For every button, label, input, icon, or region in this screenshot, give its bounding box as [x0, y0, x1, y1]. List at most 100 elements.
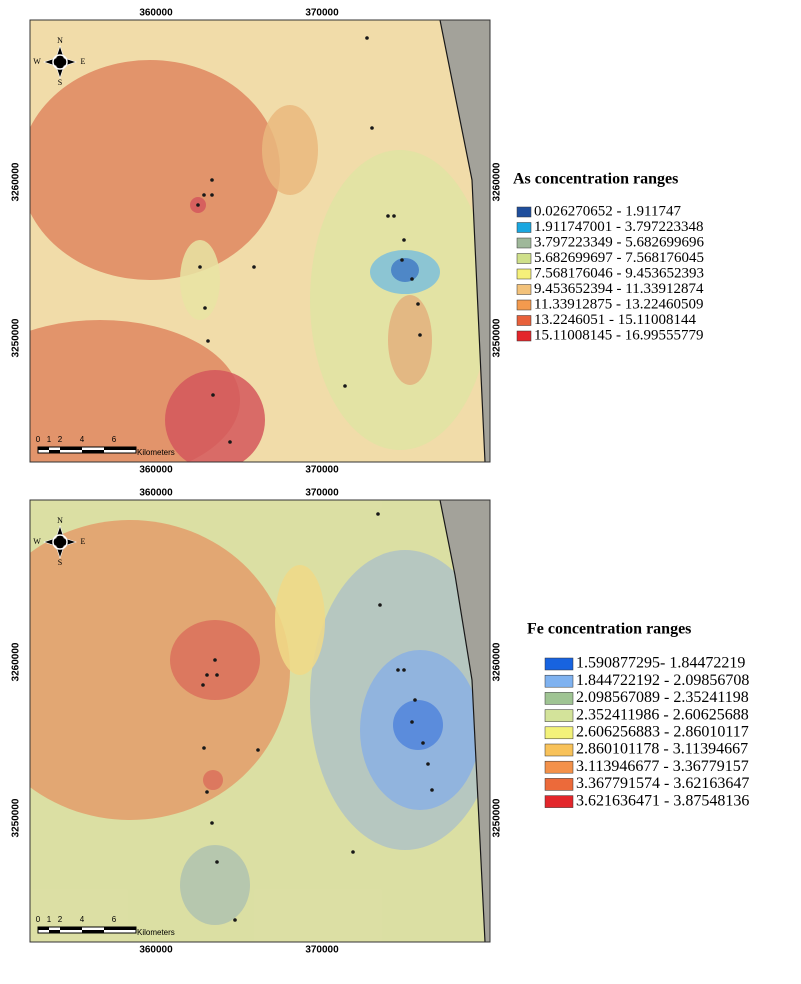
- legend-swatch: [517, 316, 531, 326]
- x-coordinate-label: 370000: [305, 488, 339, 499]
- sample-point: [413, 698, 417, 702]
- legend-label: 2.352411986 - 2.60625688: [576, 706, 749, 723]
- sample-point: [210, 821, 214, 825]
- legend-label: 15.11008145 - 16.99555779: [534, 327, 703, 343]
- zone: [20, 60, 280, 280]
- compass-letter: E: [81, 537, 86, 546]
- sample-point: [351, 850, 355, 854]
- legend-swatch: [545, 675, 573, 687]
- scale-label: 2: [58, 435, 63, 444]
- legend-label: 3.367791574 - 3.62163647: [576, 775, 749, 792]
- sample-point: [400, 258, 404, 262]
- y-coordinate-label: 3250000: [492, 318, 503, 357]
- legend-swatch: [517, 269, 531, 279]
- y-coordinate-label: 3250000: [11, 798, 22, 837]
- sample-point: [426, 762, 430, 766]
- x-coordinate-label: 370000: [305, 8, 339, 19]
- legend-label: 7.568176046 - 9.453652393: [534, 265, 704, 281]
- sample-point: [378, 603, 382, 607]
- sample-point: [386, 214, 390, 218]
- sample-point: [430, 788, 434, 792]
- sample-point: [365, 36, 369, 40]
- zone: [203, 770, 223, 790]
- zone: [262, 105, 318, 195]
- y-coordinate-label: 3260000: [11, 642, 22, 681]
- sample-point: [198, 265, 202, 269]
- legend-label: 2.606256883 - 2.86010117: [576, 723, 749, 740]
- sample-point: [196, 203, 200, 207]
- scale-segment: [38, 447, 49, 450]
- sample-point: [416, 302, 420, 306]
- legend-swatch: [517, 223, 531, 233]
- legend-swatch: [517, 331, 531, 341]
- scale-segment: [60, 927, 82, 930]
- x-coordinate-label: 360000: [139, 945, 173, 956]
- scale-segment: [104, 447, 136, 450]
- zone: [393, 700, 443, 750]
- sample-point: [203, 306, 207, 310]
- sample-point: [213, 658, 217, 662]
- figure: NWES01246Kilometers360000360000370000370…: [0, 0, 801, 984]
- scale-label: 6: [112, 915, 117, 924]
- legend-label: 11.33912875 - 13.22460509: [534, 296, 703, 312]
- y-coordinate-label: 3260000: [492, 162, 503, 201]
- scale-label: 0: [36, 435, 41, 444]
- sample-point: [376, 512, 380, 516]
- compass-letter: N: [57, 516, 63, 525]
- compass-letter: W: [33, 537, 41, 546]
- sample-point: [410, 277, 414, 281]
- compass-letter: S: [58, 558, 62, 567]
- legend-label: 3.621636471 - 3.87548136: [576, 792, 749, 809]
- sample-point: [202, 746, 206, 750]
- sample-point: [215, 673, 219, 677]
- sample-point: [206, 339, 210, 343]
- compass-letter: S: [58, 78, 62, 87]
- sample-point: [211, 393, 215, 397]
- scale-label: 1: [47, 435, 52, 444]
- sample-point: [252, 265, 256, 269]
- x-coordinate-label: 370000: [305, 465, 339, 476]
- legend-swatch: [517, 207, 531, 217]
- sample-point: [410, 720, 414, 724]
- sample-point: [343, 384, 347, 388]
- sample-point: [421, 741, 425, 745]
- map: NWES01246Kilometers360000360000370000370…: [0, 8, 503, 480]
- compass-letter: E: [81, 57, 86, 66]
- scale-unit: Kilometers: [137, 928, 175, 937]
- legend-label: 3.797223349 - 5.682699696: [534, 234, 704, 250]
- scale-unit: Kilometers: [137, 448, 175, 457]
- x-coordinate-label: 370000: [305, 945, 339, 956]
- scale-segment: [49, 450, 60, 453]
- y-coordinate-label: 3250000: [492, 798, 503, 837]
- sample-point: [205, 790, 209, 794]
- legend-label: 5.682699697 - 7.568176045: [534, 250, 704, 266]
- sample-point: [228, 440, 232, 444]
- compass-letter: N: [57, 36, 63, 45]
- y-coordinate-label: 3260000: [11, 162, 22, 201]
- legend-label: 2.860101178 - 3.11394667: [576, 741, 748, 758]
- legend-swatch: [545, 692, 573, 704]
- zone: [180, 845, 250, 925]
- x-coordinate-label: 360000: [139, 488, 173, 499]
- sample-point: [233, 918, 237, 922]
- sample-point: [392, 214, 396, 218]
- legend-swatch: [545, 761, 573, 773]
- sample-point: [205, 673, 209, 677]
- legend-swatch: [517, 300, 531, 310]
- sample-point: [201, 683, 205, 687]
- sample-point: [370, 126, 374, 130]
- scale-segment: [82, 930, 104, 933]
- y-coordinate-label: 3250000: [11, 318, 22, 357]
- legend-swatch: [517, 254, 531, 264]
- legend-title: As concentration ranges: [513, 171, 678, 188]
- legend-label: 1.844722192 - 2.09856708: [576, 672, 749, 689]
- sample-point: [418, 333, 422, 337]
- compass-letter: W: [33, 57, 41, 66]
- zone: [388, 295, 432, 385]
- x-coordinate-label: 360000: [139, 465, 173, 476]
- legend-label: 1.590877295- 1.84472219: [576, 655, 745, 672]
- legend-swatch: [545, 710, 573, 722]
- legend-swatch: [545, 778, 573, 790]
- sample-point: [402, 238, 406, 242]
- zone: [165, 370, 265, 470]
